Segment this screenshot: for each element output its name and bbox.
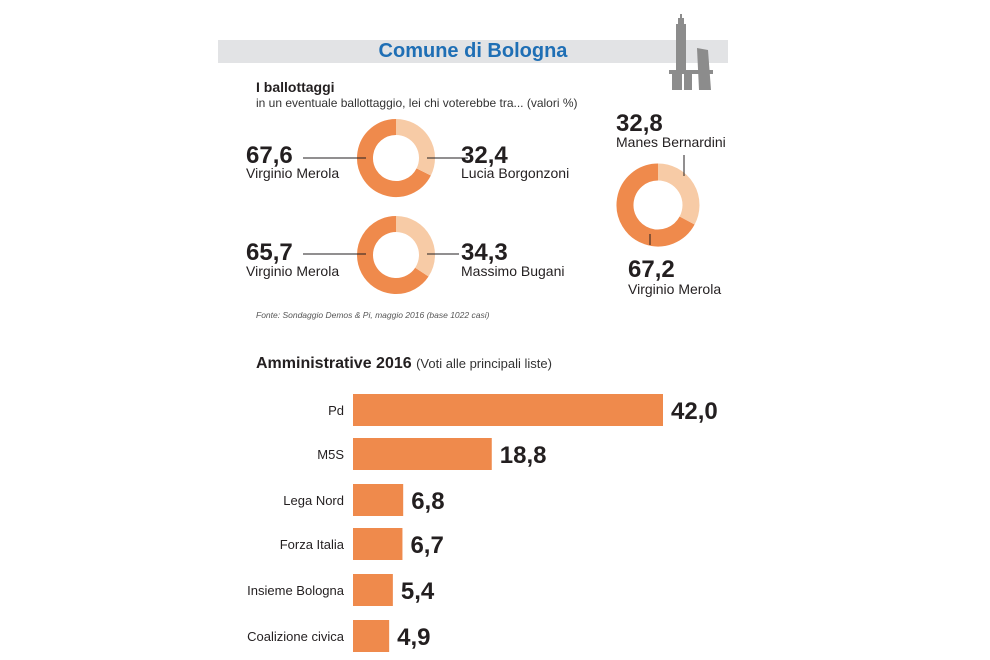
donut3-slice-manes-bernardini (657, 163, 700, 225)
donut2-merola-name: Virginio Merola (246, 263, 340, 279)
bar-value-label: 18,8 (500, 442, 547, 469)
bar-insieme-bologna (353, 574, 393, 606)
donut2-merola-value: 65,7 (246, 239, 293, 266)
bar-coalizione-civica (353, 620, 390, 652)
donut2-slice-virginio-merola (357, 216, 429, 294)
donut3-merola-name: Virginio Merola (628, 281, 722, 297)
donut2-slice-massimo-bugani (395, 216, 435, 277)
bar-chart: Pd 42,0 M5S 18,8 Lega Nord 6,8 Forza Italia 6,7… (247, 394, 718, 652)
bar-lega-nord (353, 484, 404, 516)
bar-value-label: 6,7 (410, 532, 443, 559)
page-title: Comune di Bologna (378, 40, 568, 62)
donut1-slice-virginio-merola (357, 119, 431, 197)
bar-chart-subtitle: (Voti alle principali liste) (416, 356, 552, 371)
source-note: Fonte: Sondaggio Demos & Pi, maggio 2016… (256, 310, 490, 320)
donut1-merola-name: Virginio Merola (246, 165, 340, 181)
bar-value-label: 42,0 (671, 398, 718, 425)
donut2-bugani-name: Massimo Bugani (461, 263, 565, 279)
bar-m5s (353, 438, 492, 470)
bar-chart-title: Amministrative 2016 (Voti alle principal… (256, 355, 552, 373)
bar-category-label: Pd (328, 403, 344, 418)
bar-value-label: 4,9 (397, 624, 430, 651)
donut2-bugani-value: 34,3 (461, 239, 508, 266)
bar-category-label: Lega Nord (283, 493, 344, 508)
two-towers-icon (669, 14, 713, 90)
donut3-merola-value: 67,2 (628, 256, 675, 283)
bar-category-label: Insieme Bologna (247, 583, 345, 598)
bar-category-label: Forza Italia (280, 537, 345, 552)
donut1-slice-lucia-borgonzoni (395, 119, 435, 176)
donut1-borgonzoni-name: Lucia Borgonzoni (461, 165, 570, 181)
donut1-merola-value: 67,6 (246, 142, 293, 169)
donut3-slice-virginio-merola (616, 163, 695, 247)
donut-charts (303, 119, 700, 294)
donut3-bernardini-value: 32,8 (616, 110, 663, 137)
bar-forza-italia (353, 528, 403, 560)
bar-chart-title-main: Amministrative 2016 (256, 355, 412, 372)
ballottaggi-subtitle: in un eventuale ballottaggio, lei chi vo… (256, 96, 578, 110)
bar-category-label: M5S (317, 447, 344, 462)
header-band (218, 40, 728, 63)
donut3-bernardini-name: Manes Bernardini (616, 134, 726, 150)
bar-category-label: Coalizione civica (247, 629, 345, 644)
bar-pd (353, 394, 663, 426)
donut1-borgonzoni-value: 32,4 (461, 142, 508, 169)
bar-value-label: 5,4 (401, 578, 435, 605)
bar-value-label: 6,8 (411, 488, 444, 515)
ballottaggi-title: I ballottaggi (256, 79, 335, 95)
